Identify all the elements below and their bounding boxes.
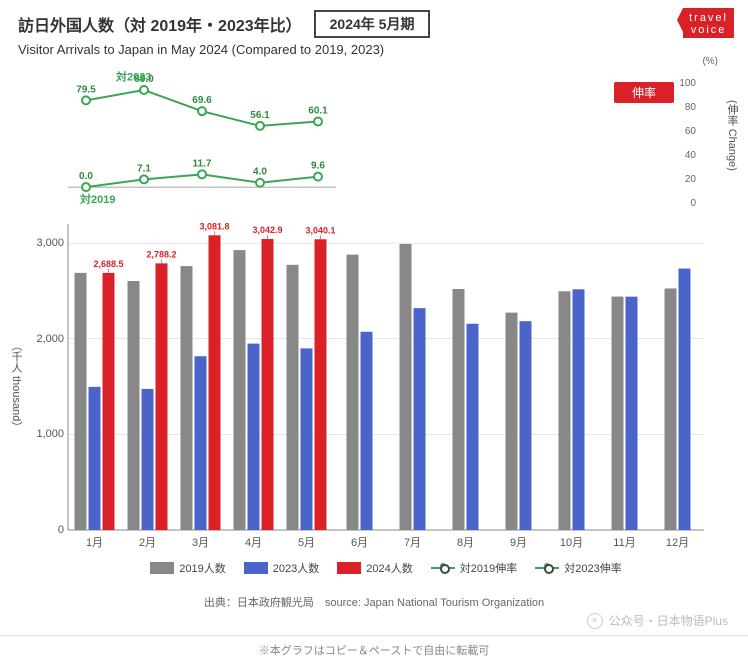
legend: 2019人数 2023人数 2024人数 対2019伸率 対2023伸率: [68, 560, 704, 576]
rate-badge: 伸率: [614, 82, 674, 103]
wechat-icon: ✳: [587, 613, 603, 629]
svg-text:7.1: 7.1: [137, 163, 151, 174]
right-y-axis: 100806040200: [679, 78, 696, 222]
legend-item: 対2019伸率: [431, 560, 517, 576]
header-bar: 訪日外国人数（対 2019年・2023年比） 2024年 5月期: [0, 0, 748, 42]
svg-text:2,688.5: 2,688.5: [93, 259, 123, 269]
line-chart-svg: 79.589.069.656.160.10.07.111.74.09.6対202…: [68, 78, 336, 198]
line-chart: 79.589.069.656.160.10.07.111.74.09.6対202…: [68, 78, 336, 198]
title-jp: 訪日外国人数（対 2019年・2023年比）: [18, 12, 302, 36]
svg-text:3,040.1: 3,040.1: [305, 225, 335, 235]
svg-text:対2019: 対2019: [79, 192, 115, 206]
bar-chart-svg: 2,688.5 2,788.2 3,081.8 3,042.9 3,040.1: [68, 224, 704, 530]
svg-text:対2023: 対2023: [115, 69, 151, 83]
change-axis-label: (伸率 Change): [724, 100, 740, 171]
pct-unit: (%): [702, 56, 718, 67]
svg-text:4.0: 4.0: [253, 167, 267, 178]
svg-text:2,788.2: 2,788.2: [146, 249, 176, 259]
legend-item: 2019人数: [150, 560, 225, 576]
subtitle-en: Visitor Arrivals to Japan in May 2024 (C…: [0, 42, 748, 61]
travelvoice-logo: travel voice: [683, 8, 734, 38]
svg-text:3,042.9: 3,042.9: [252, 225, 282, 235]
svg-text:60.1: 60.1: [308, 106, 328, 117]
legend-item: 2023人数: [244, 560, 319, 576]
svg-text:69.6: 69.6: [192, 95, 212, 106]
svg-text:56.1: 56.1: [250, 110, 270, 121]
y-axis-title: （千人 thousand）: [8, 340, 24, 432]
bar-chart: 2,688.5 2,788.2 3,081.8 3,042.9 3,040.1: [68, 224, 704, 530]
svg-text:79.5: 79.5: [76, 84, 96, 95]
svg-text:0.0: 0.0: [79, 171, 93, 182]
source-text: 出典：日本政府観光局 source: Japan National Touris…: [0, 594, 748, 610]
svg-text:3,081.8: 3,081.8: [199, 221, 229, 231]
x-axis-labels: 1月2月3月4月5月6月7月8月9月10月11月12月: [68, 534, 704, 550]
svg-text:11.7: 11.7: [193, 158, 212, 169]
legend-item: 対2023伸率: [535, 560, 621, 576]
period-box: 2024年 5月期: [314, 10, 431, 38]
svg-text:9.6: 9.6: [311, 161, 325, 172]
watermark: ✳ 公众号・日本物语Plus: [587, 612, 728, 629]
footnote: ※本グラフはコピー＆ペーストで自由に転載可: [0, 635, 748, 658]
legend-item: 2024人数: [337, 560, 412, 576]
